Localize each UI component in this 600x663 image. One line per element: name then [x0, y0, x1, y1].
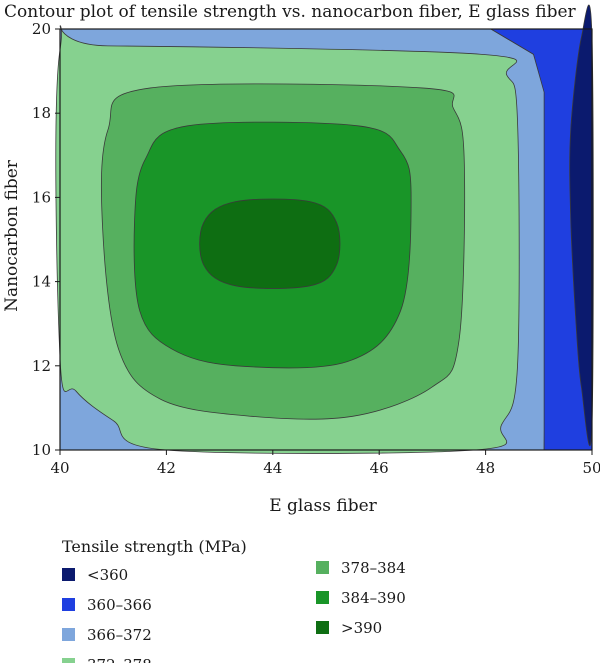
chart-title: Contour plot of tensile strength vs. nan… — [4, 2, 577, 22]
legend-swatch — [62, 658, 75, 663]
legend-swatch — [316, 561, 329, 574]
legend-swatch — [316, 591, 329, 604]
x-tick-label: 46 — [370, 459, 389, 477]
x-tick-label: 50 — [582, 459, 600, 477]
plot-frame — [59, 28, 593, 451]
x-tick-label: 42 — [157, 459, 176, 477]
y-tick-label: 18 — [32, 104, 51, 122]
legend-label: 360–366 — [87, 596, 152, 614]
legend-label: 366–372 — [87, 626, 152, 644]
legend-label: 384–390 — [341, 589, 406, 607]
x-axis-label: E glass fiber — [269, 496, 377, 516]
legend-swatch — [62, 628, 75, 641]
y-axis-label: Nanocarbon fiber — [2, 159, 22, 312]
plot-area — [55, 4, 594, 454]
x-tick-label: 40 — [50, 459, 69, 477]
legend: Tensile strength (MPa) <360 360–366 366–37… — [62, 537, 406, 663]
contour-regions — [55, 4, 594, 454]
y-tick-label: 20 — [32, 20, 51, 38]
legend-swatch — [62, 568, 75, 581]
y-tick-label: 16 — [32, 188, 51, 206]
legend-items: <360 360–366 366–372 372–378 378–384 384–390 >… — [62, 559, 406, 663]
y-tick-label: 10 — [32, 441, 51, 459]
y-tick-label: 14 — [32, 273, 51, 291]
x-axis: 40 42 44 46 48 50 — [50, 450, 600, 477]
legend-label: >390 — [341, 619, 382, 637]
y-axis: 10 12 14 16 18 20 — [32, 20, 60, 459]
y-tick-label: 12 — [32, 357, 51, 375]
contour-region->390 — [199, 198, 341, 289]
legend-title: Tensile strength (MPa) — [62, 537, 247, 556]
legend-swatch — [62, 598, 75, 611]
x-tick-label: 48 — [476, 459, 495, 477]
legend-swatch — [316, 621, 329, 634]
legend-label: 372–378 — [87, 656, 152, 663]
legend-label: 378–384 — [341, 559, 406, 577]
legend-label: <360 — [87, 566, 128, 584]
x-tick-label: 44 — [263, 459, 282, 477]
